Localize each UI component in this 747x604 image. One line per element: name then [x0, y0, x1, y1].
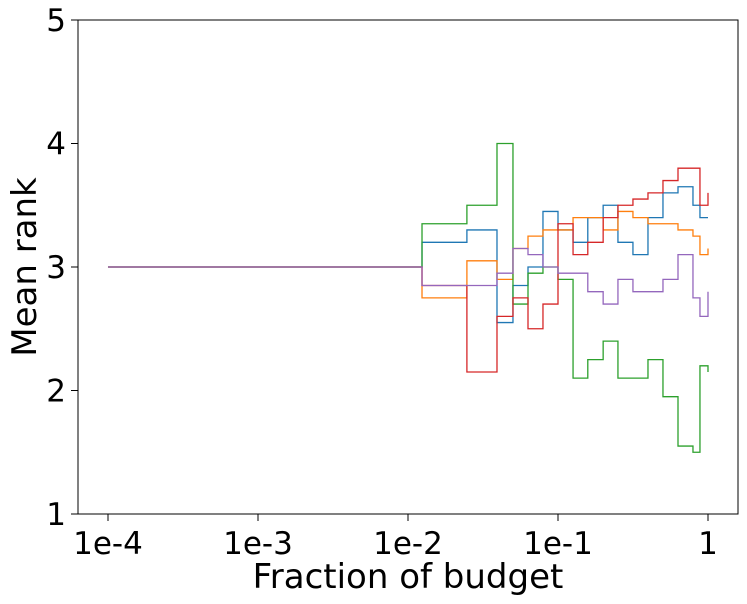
- x-tick-label: 1e-1: [523, 526, 593, 562]
- y-tick-label: 5: [46, 3, 66, 39]
- x-axis-label: Fraction of budget: [253, 557, 564, 597]
- y-tick-label: 1: [46, 497, 66, 533]
- series-line: [107, 210, 709, 299]
- y-axis-label: Mean rank: [5, 177, 45, 357]
- plot-frame: [77, 19, 739, 515]
- y-tick-label: 3: [46, 250, 66, 286]
- x-tick-label: 1e-4: [73, 526, 143, 562]
- y-tick-label: 4: [46, 127, 66, 163]
- y-tick-label: 2: [46, 374, 66, 410]
- series-line: [107, 167, 709, 373]
- x-tick-label: 1: [698, 526, 718, 562]
- series-line: [107, 247, 709, 318]
- x-tick-label: 1e-2: [373, 526, 443, 562]
- x-tick-label: 1e-3: [223, 526, 293, 562]
- series-line: [107, 142, 709, 453]
- series-line: [107, 186, 708, 324]
